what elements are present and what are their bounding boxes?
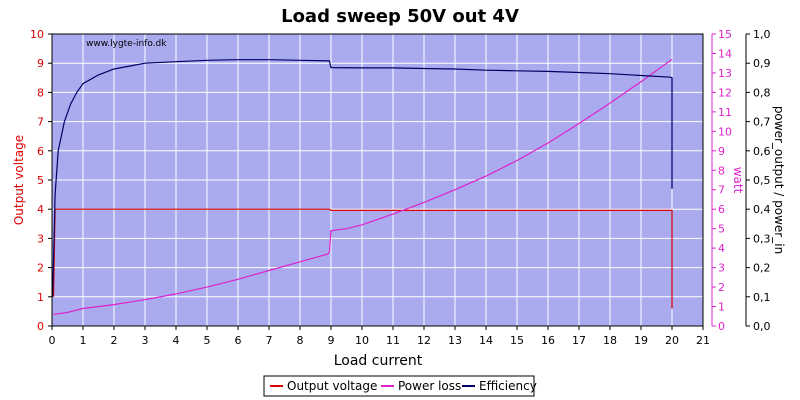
x-tick-label: 19 — [634, 334, 648, 347]
y-left-tick-label: 10 — [30, 28, 44, 41]
y-left-tick-label: 5 — [37, 174, 44, 187]
x-tick-label: 4 — [173, 334, 180, 347]
y-right-eff-tick-label: 0,2 — [753, 262, 771, 275]
y-right-watt-tick-label: 12 — [718, 86, 732, 99]
y-right-watt-tick-label: 4 — [718, 242, 725, 255]
y-right-eff-tick-label: 1,0 — [753, 28, 771, 41]
x-tick-label: 9 — [328, 334, 335, 347]
y-right-watt-tick-label: 11 — [718, 106, 732, 119]
y-left-tick-label: 9 — [37, 57, 44, 70]
y-axis-left-label: Output voltage — [12, 135, 26, 225]
x-tick-label: 5 — [204, 334, 211, 347]
y-right-watt-tick-label: 8 — [718, 164, 725, 177]
watermark-text: www.lygte-info.dk — [86, 39, 167, 49]
y-right-eff-tick-label: 0,6 — [753, 145, 771, 158]
y-right-watt-tick-label: 7 — [718, 184, 725, 197]
y-right-eff-tick-label: 0,4 — [753, 203, 771, 216]
legend-label-power-loss: Power loss — [398, 379, 461, 393]
y-right-watt-tick-label: 15 — [718, 28, 732, 41]
y-right-eff-tick-label: 0,0 — [753, 320, 771, 333]
x-axis-label: Load current — [334, 353, 423, 369]
y-left-tick-label: 8 — [37, 86, 44, 99]
y-left-tick-label: 7 — [37, 116, 44, 129]
series-output-voltage — [52, 208, 673, 309]
x-tick-label: 6 — [235, 334, 242, 347]
y-axis-right-watt-label: watt — [731, 167, 745, 194]
x-tick-label: 18 — [603, 334, 617, 347]
x-tick-label: 3 — [142, 334, 149, 347]
y-right-eff-tick-label: 0,1 — [753, 291, 771, 304]
x-tick-label: 14 — [479, 334, 493, 347]
y-right-watt-tick-label: 14 — [718, 47, 732, 60]
y-right-watt-tick-label: 3 — [718, 262, 725, 275]
y-left-tick-label: 1 — [37, 291, 44, 304]
y-right-watt-tick-label: 2 — [718, 281, 725, 294]
y-right-watt-tick-label: 13 — [718, 67, 732, 80]
x-tick-label: 0 — [49, 334, 56, 347]
y-left-tick-label: 3 — [37, 232, 44, 245]
y-right-eff-tick-label: 0,3 — [753, 232, 771, 245]
legend: Output voltage Power loss Efficiency — [263, 375, 537, 397]
y-axis-right-efficiency: 0,0 0,1 0,2 0,3 0,4 0,5 0,6 0,7 0,8 0,9 1,0 — [745, 28, 771, 333]
x-tick-label: 17 — [572, 334, 586, 347]
y-right-watt-tick-label: 6 — [718, 203, 725, 216]
series-power-loss — [53, 58, 673, 315]
series-layer — [52, 58, 673, 315]
x-tick-label: 12 — [417, 334, 431, 347]
series-efficiency — [52, 59, 673, 297]
y-right-watt-tick-label: 1 — [718, 301, 725, 314]
y-right-watt-tick-label: 9 — [718, 145, 725, 158]
legend-label-efficiency: Efficiency — [479, 379, 537, 393]
y-right-watt-tick-label: 0 — [718, 320, 725, 333]
legend-label-output-voltage: Output voltage — [287, 379, 377, 393]
y-right-eff-tick-label: 0,8 — [753, 86, 771, 99]
y-axis-right-efficiency-label: power_output / power_in — [772, 106, 786, 254]
x-tick-label: 11 — [386, 334, 400, 347]
x-tick-label: 20 — [665, 334, 679, 347]
x-tick-label: 7 — [266, 334, 273, 347]
y-right-eff-tick-label: 0,5 — [753, 174, 771, 187]
y-right-watt-tick-label: 10 — [718, 125, 732, 138]
x-tick-label: 1 — [80, 334, 87, 347]
y-left-tick-label: 2 — [37, 262, 44, 275]
x-tick-label: 16 — [541, 334, 555, 347]
x-tick-label: 21 — [696, 334, 710, 347]
x-tick-label: 15 — [510, 334, 524, 347]
x-tick-label: 8 — [297, 334, 304, 347]
x-tick-label: 2 — [111, 334, 118, 347]
y-right-eff-tick-label: 0,7 — [753, 116, 771, 129]
x-tick-label: 13 — [448, 334, 462, 347]
y-right-eff-tick-label: 0,9 — [753, 57, 771, 70]
legend-box — [263, 375, 535, 397]
x-tick-label: 10 — [355, 334, 369, 347]
y-right-watt-tick-label: 5 — [718, 223, 725, 236]
y-left-tick-label: 6 — [37, 145, 44, 158]
y-left-tick-label: 4 — [37, 203, 44, 216]
y-left-tick-label: 0 — [37, 320, 44, 333]
x-axis: 0 1 2 3 4 5 6 7 8 9 10 11 12 13 14 15 16 17 18 19 20 21 — [49, 326, 710, 347]
y-axis-left: 0 1 2 3 4 5 6 7 8 9 10 — [30, 28, 52, 333]
chart-title: Load sweep 50V out 4V — [281, 6, 519, 27]
